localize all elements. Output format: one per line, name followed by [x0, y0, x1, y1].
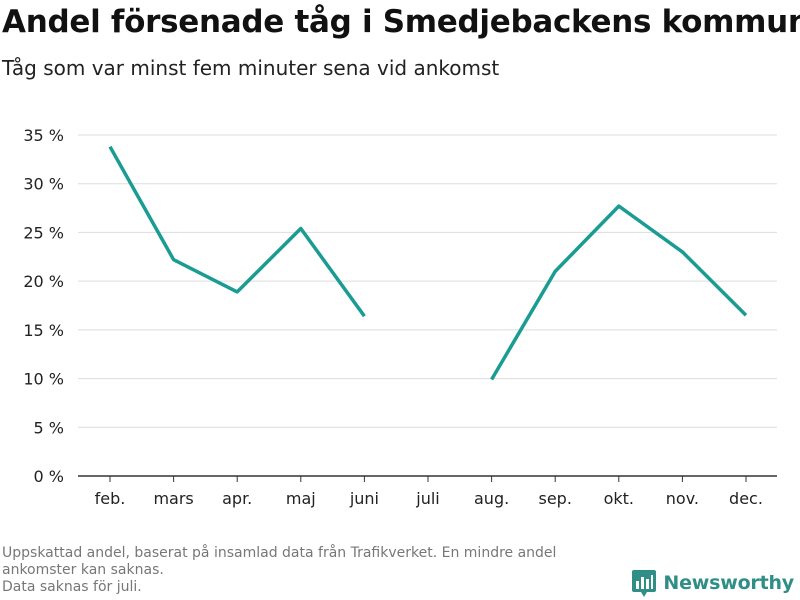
footnote-source: Uppskattad andel, baserat på insamlad da…	[2, 545, 557, 578]
y-tick-label: 5 %	[34, 418, 64, 437]
footnotes: Uppskattad andel, baserat på insamlad da…	[2, 545, 632, 596]
series-line-segment	[108, 145, 366, 318]
x-tick-label: dec.	[729, 489, 763, 508]
series-line-segment	[490, 204, 748, 381]
chart-title: Andel försenade tåg i Smedjebackens komm…	[2, 4, 800, 40]
x-tick-label: nov.	[666, 489, 699, 508]
x-tick-label: mars	[153, 489, 193, 508]
y-tick-label: 25 %	[23, 223, 64, 242]
x-axis-ticks: feb. mars apr. maj juni juli aug. sep. okt. nov. d…	[95, 476, 763, 508]
y-axis-ticks: 0 % 5 % 10 % 15 % 20 % 25 % 30 % 35 %	[23, 126, 64, 486]
chart-subtitle: Tåg som var minst fem minuter sena vid a…	[2, 56, 500, 80]
x-tick-label: feb.	[95, 489, 126, 508]
x-tick-label: sep.	[538, 489, 571, 508]
y-tick-label: 30 %	[23, 175, 64, 194]
x-tick-label: juni	[349, 489, 379, 508]
x-tick-label: okt.	[604, 489, 634, 508]
y-tick-label: 35 %	[23, 126, 64, 145]
x-tick-label: apr.	[222, 489, 252, 508]
newsworthy-logo-icon	[632, 570, 657, 597]
y-tick-label: 20 %	[23, 272, 64, 291]
footnote-missing-data: Data saknas för juli.	[2, 579, 142, 595]
y-tick-label: 10 %	[23, 370, 64, 389]
y-tick-label: 15 %	[23, 321, 64, 340]
x-tick-label: maj	[286, 489, 316, 508]
brand-name: Newsworthy	[663, 572, 794, 594]
line-chart: 0 % 5 % 10 % 15 % 20 % 25 % 30 % 35 % feb. mars a…	[23, 126, 777, 508]
brand-logo: Newsworthy	[631, 568, 794, 598]
y-tick-label: 0 %	[34, 467, 64, 486]
x-tick-label: aug.	[474, 489, 509, 508]
grid-lines	[78, 134, 777, 477]
series-lines	[108, 145, 748, 381]
x-tick-label: juli	[415, 489, 439, 508]
